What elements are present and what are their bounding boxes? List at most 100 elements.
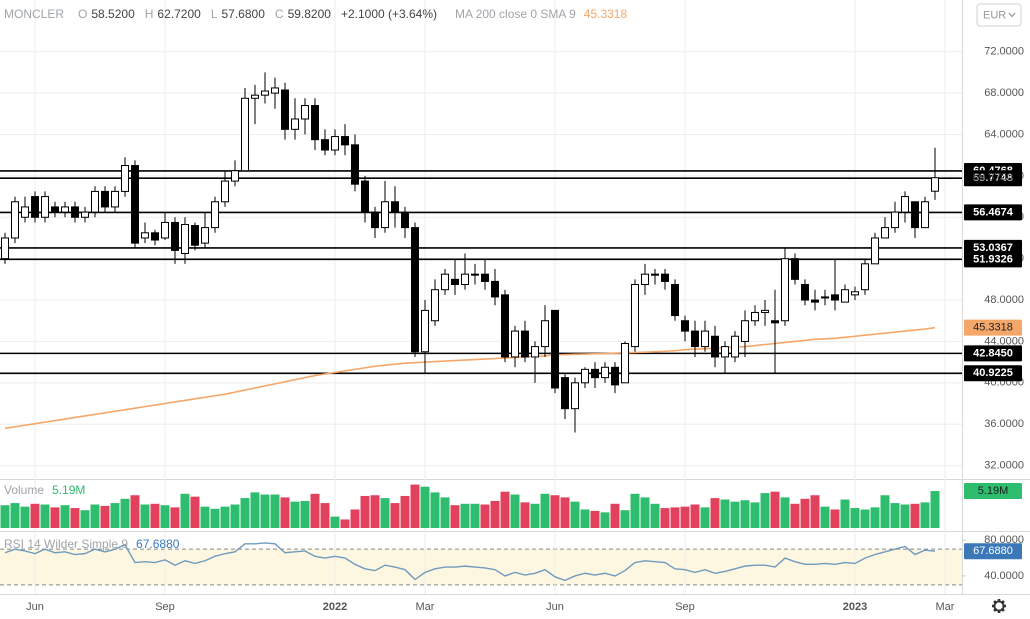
price-line-label-box: [964, 204, 1022, 221]
volume-bar: [330, 516, 340, 528]
candle-body: [211, 201, 219, 229]
volume-bar: [200, 506, 210, 528]
volume-bar: [440, 497, 450, 528]
volume-bar: [600, 512, 610, 528]
price-line-label: 40.9225: [973, 367, 1013, 379]
candle-body: [801, 284, 809, 301]
volume-bar: [860, 509, 870, 528]
price-line-label-box: [964, 345, 1022, 362]
candle-body: [701, 330, 709, 348]
candle-body: [861, 263, 869, 291]
x-tick-label: Jun: [546, 601, 564, 613]
volume-bar: [130, 495, 140, 528]
candle-body: [741, 320, 749, 342]
candle-body: [561, 377, 569, 410]
volume-bar: [760, 493, 770, 528]
candle-body: [341, 136, 349, 146]
volume-bar: [20, 506, 30, 528]
volume-last-label-box: [964, 483, 1022, 500]
indicator-name: MA 200 close 0 SMA 9: [455, 7, 576, 21]
candle-body: [1, 237, 9, 260]
candle-body: [481, 273, 489, 282]
volume-bar: [510, 494, 520, 528]
candle-body: [621, 342, 629, 384]
candle-body: [921, 201, 929, 229]
candle-body: [531, 346, 539, 358]
candle-body: [771, 320, 779, 324]
volume-bar: [780, 497, 790, 528]
currency-dropdown[interactable]: [976, 3, 1022, 27]
volume-bar: [740, 500, 750, 528]
legend-key: L: [210, 7, 218, 21]
ma-last-label: 45.3318: [973, 322, 1013, 334]
volume-bar: [460, 503, 470, 528]
volume-bar: [720, 499, 730, 528]
candle-body: [731, 335, 739, 358]
candle-body: [71, 206, 79, 218]
candle-body: [611, 366, 619, 386]
legend-key: H: [144, 7, 154, 21]
candle-body: [431, 289, 439, 322]
volume-bar: [580, 509, 590, 528]
volume-bar: [790, 503, 800, 528]
candle-body: [281, 89, 289, 130]
candle-body: [161, 221, 169, 239]
legend-value: 59.8200: [287, 7, 331, 21]
y-tick-label: 64.0000: [984, 128, 1024, 140]
ma-last-label-box: [964, 319, 1022, 336]
candle-body: [131, 165, 139, 244]
volume-bar: [870, 507, 880, 528]
x-tick-label: Sep: [675, 601, 695, 613]
candle-body: [31, 196, 39, 218]
volume-bar: [10, 503, 20, 528]
candle-body: [441, 273, 449, 291]
volume-bar: [500, 491, 510, 528]
candle-body: [501, 294, 509, 358]
volume-bar: [120, 498, 130, 528]
volume-bar: [310, 493, 320, 528]
volume-bar: [30, 503, 40, 528]
volume-bar: [270, 494, 280, 528]
volume-bar: [240, 498, 250, 528]
candle-body: [471, 273, 479, 276]
candle-body: [641, 273, 649, 286]
volume-bar: [700, 507, 710, 528]
candle-body: [361, 180, 369, 213]
volume-bar: [430, 492, 440, 528]
rsi-last-label: 67.6880: [973, 545, 1013, 557]
candle-body: [271, 87, 279, 94]
x-tick-label: Mar: [936, 601, 955, 613]
volume-bar: [340, 519, 350, 528]
volume-bar: [880, 495, 890, 528]
candle-body: [381, 201, 389, 229]
volume-bar: [900, 504, 910, 528]
volume-bar: [690, 504, 700, 528]
x-tick-label: Jun: [26, 601, 44, 613]
candle-body: [491, 280, 499, 298]
volume-bar: [280, 497, 290, 528]
candle-body: [241, 97, 249, 172]
volume-bar: [630, 493, 640, 528]
volume-bar: [370, 495, 380, 528]
volume-bar: [810, 495, 820, 528]
volume-last-label: 5.19M: [978, 485, 1009, 497]
volume-bar: [60, 505, 70, 528]
volume-bar: [300, 500, 310, 528]
volume-value: 5.19M: [52, 483, 86, 497]
volume-bar: [640, 497, 650, 528]
candle-body: [421, 309, 429, 353]
legend-key: C: [274, 7, 284, 21]
candle-body: [221, 180, 229, 203]
settings-button[interactable]: [992, 599, 1006, 613]
volume-bar: [170, 507, 180, 528]
candle-body: [551, 309, 559, 389]
price-line-label: 51.9326: [973, 253, 1013, 265]
candle-body: [21, 206, 29, 218]
rsi-last-label-box: [964, 543, 1022, 560]
change: +2.1000 (+3.64%): [340, 7, 438, 21]
candle-body: [41, 196, 49, 218]
y-tick-label: 68.0000: [984, 87, 1024, 99]
volume-bar: [210, 508, 220, 528]
candle-body: [511, 330, 519, 358]
volume-bar: [490, 500, 500, 528]
